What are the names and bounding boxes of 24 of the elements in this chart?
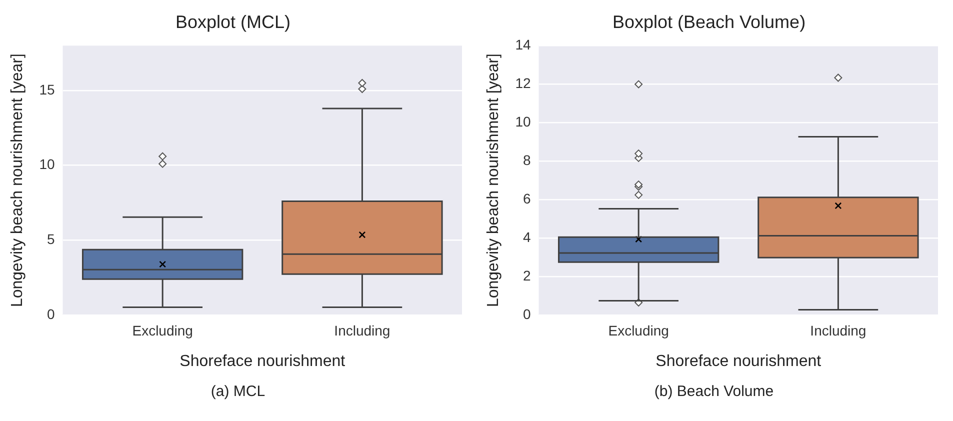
- text: (a) MCL: [210, 383, 266, 400]
- y-tick-label: 15: [39, 81, 55, 98]
- x-tick-label: Excluding: [608, 322, 669, 338]
- chart-title: Boxplot (Beach Volume): [612, 12, 806, 32]
- x-tick-label: Excluding: [132, 322, 193, 338]
- y-tick-label: 4: [522, 228, 531, 245]
- y-tick-label: 14: [515, 36, 531, 52]
- y-tick-label: 0: [46, 306, 55, 322]
- x-tick-label: Including: [334, 322, 390, 338]
- y-tick-label: 10: [39, 156, 55, 172]
- y-tick-label: 5: [46, 231, 55, 248]
- y-tick-label: 0: [522, 306, 531, 322]
- y-axis-title: Longevity beach nourishment [year]: [9, 54, 26, 308]
- y-tick-label: 12: [515, 74, 531, 91]
- y-tick-label: 6: [522, 190, 531, 206]
- x-tick-label: Including: [810, 322, 866, 338]
- y-tick-label: 8: [522, 152, 531, 168]
- x-axis-title: Shoreface nourishment: [180, 352, 346, 370]
- y-tick-label: 2: [522, 267, 531, 284]
- text: (b) Beach Volume: [653, 383, 775, 400]
- x-axis-title: Shoreface nourishment: [656, 352, 822, 370]
- y-axis-title: Longevity beach nourishment [year]: [485, 54, 502, 308]
- chart-title: Boxplot (MCL): [175, 12, 291, 32]
- y-tick-label: 10: [515, 113, 531, 130]
